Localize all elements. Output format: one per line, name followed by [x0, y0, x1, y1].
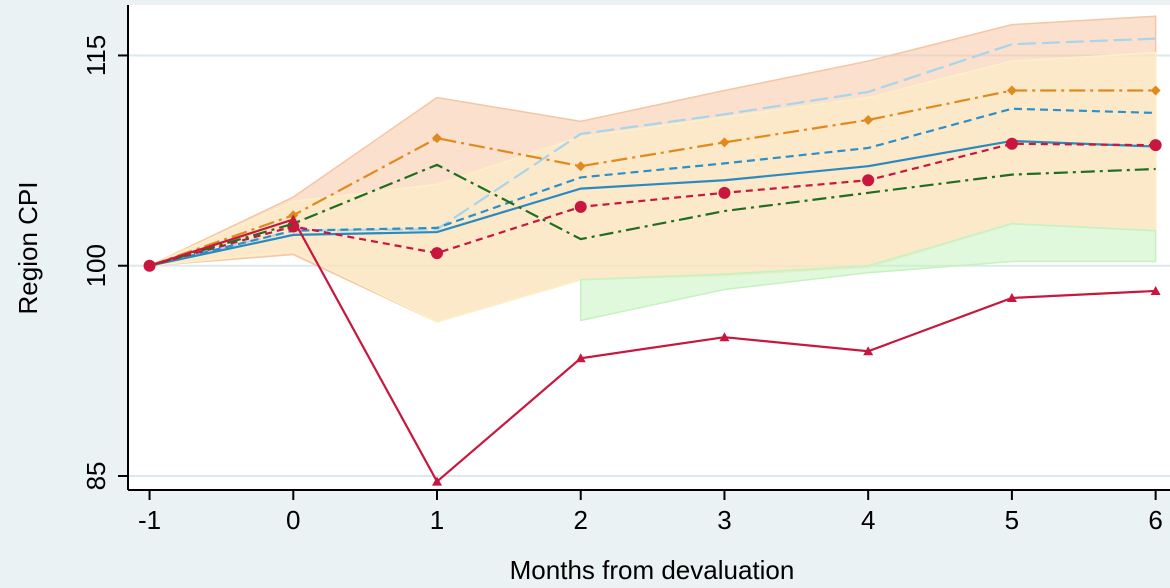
marker [1150, 285, 1161, 295]
marker [1006, 85, 1017, 96]
marker [1150, 85, 1161, 96]
x-tick-label: 0 [286, 505, 300, 535]
marker [574, 200, 587, 213]
x-tick-label: 5 [1005, 505, 1019, 535]
marker [1006, 292, 1017, 302]
marker [431, 247, 444, 260]
x-tick-label: 4 [861, 505, 875, 535]
marker [1149, 139, 1162, 152]
confidence-band [579, 222, 1157, 322]
marker [719, 332, 730, 342]
series-line [149, 89, 1156, 267]
marker [432, 476, 443, 486]
marker [863, 114, 874, 125]
marker [862, 174, 875, 187]
marker [1005, 137, 1018, 150]
x-tick-label: 1 [430, 505, 444, 535]
series-line [149, 139, 1156, 267]
marker [288, 214, 299, 224]
y-tick-label: 85 [81, 462, 111, 491]
y-axis-label: Region CPI [13, 182, 43, 315]
marker [575, 161, 586, 172]
x-tick-label: 6 [1148, 505, 1162, 535]
y-tick-label: 100 [81, 244, 111, 287]
marker [144, 260, 155, 270]
series-line [149, 218, 1156, 484]
y-tick-label: 115 [81, 35, 111, 76]
series-line [149, 142, 1156, 267]
marker [718, 186, 731, 199]
x-tick-label: -1 [138, 505, 161, 535]
x-tick-label: 3 [717, 505, 731, 535]
series-line [149, 163, 1156, 267]
marker [432, 133, 443, 144]
x-axis-label: Months from devaluation [510, 555, 795, 585]
x-tick-label: 2 [573, 505, 587, 535]
marker [719, 137, 730, 148]
marker [575, 353, 586, 363]
marker [863, 346, 874, 356]
